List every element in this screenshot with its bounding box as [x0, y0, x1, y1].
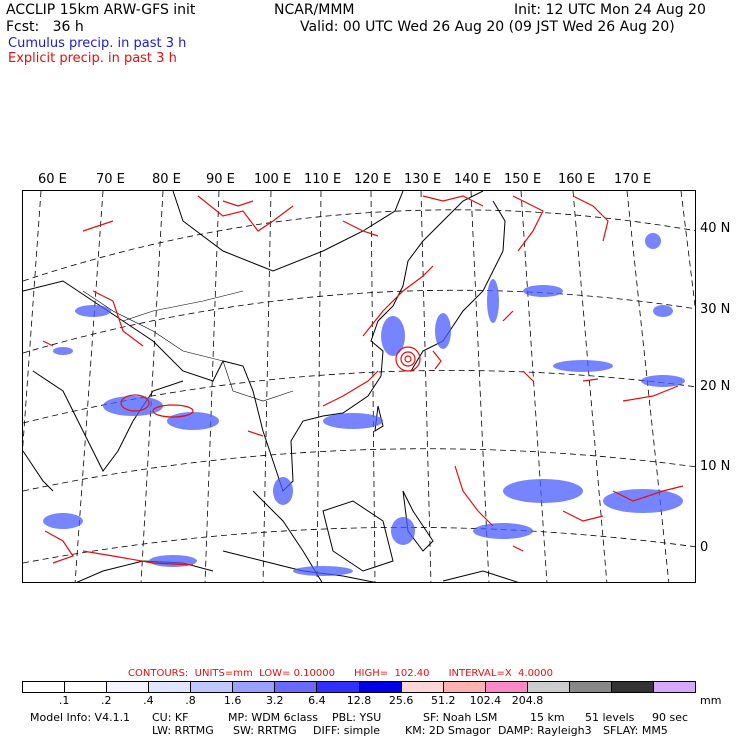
color-bar-swatch [317, 682, 360, 692]
color-bar-tick: .4 [143, 694, 154, 707]
color-bar-swatch [359, 682, 402, 692]
color-bar-tick: 12.8 [346, 694, 372, 707]
sflay-scheme: SFLAY: MM5 [603, 724, 668, 737]
color-bar-tick: .2 [101, 694, 112, 707]
lon-label: 70 E [96, 172, 125, 187]
color-bar-tick: 1.6 [223, 694, 242, 707]
lat-line-10n [23, 448, 695, 492]
explicit-precip [42, 195, 684, 566]
precipitation-map [22, 190, 696, 583]
lon-label: 60 E [38, 172, 67, 187]
color-bar [22, 681, 696, 693]
lat-line-40n [23, 209, 695, 282]
color-bar-tick: 51.2 [431, 694, 456, 707]
color-bar-swatch [275, 682, 318, 692]
lat-line-0 [23, 527, 695, 564]
resolution: 15 km [530, 711, 565, 724]
lon-label: 80 E [152, 172, 181, 187]
color-bar-swatch [23, 682, 66, 692]
sf-scheme: SF: Noah LSM [423, 711, 498, 724]
color-bar-tick: 3.2 [266, 694, 284, 707]
forecast-hour: Fcst: 36 h [6, 19, 84, 35]
color-bar-swatch [107, 682, 150, 692]
lon-label: 130 E [404, 172, 442, 187]
legend-cumulus: Cumulus precip. in past 3 h [8, 36, 187, 51]
lon-label: 150 E [504, 172, 542, 187]
lw-scheme: LW: RRTMG [152, 724, 214, 737]
country-borders [82, 290, 294, 402]
color-bar-tick: 204.8 [511, 694, 544, 707]
lon-label: 90 E [206, 172, 235, 187]
color-bar-unit: mm [700, 694, 722, 707]
color-bar-tick: 6.4 [308, 694, 326, 707]
mp-scheme: MP: WDM 6class [228, 711, 318, 724]
contours-info: CONTOURS: UNITS=mm LOW= 0.10000 HIGH= 10… [128, 668, 554, 679]
km-scheme: KM: 2D Smagor [405, 724, 491, 737]
lat-line-30n [23, 289, 695, 354]
lon-label: 140 E [454, 172, 492, 187]
color-bar-swatch [149, 682, 192, 692]
color-bar-tick: .1 [58, 694, 70, 707]
lon-label: 110 E [304, 172, 342, 187]
lon-label: 170 E [614, 172, 652, 187]
color-bar-swatch [653, 682, 695, 692]
levels: 51 levels [585, 711, 635, 724]
color-bar-tick: 25.6 [388, 694, 414, 707]
color-bar-swatch [611, 682, 654, 692]
timestep: 90 sec [652, 711, 689, 724]
color-bar-swatch [65, 682, 108, 692]
latitude-gridlines [23, 209, 695, 564]
color-bar-swatch [569, 682, 612, 692]
pbl-scheme: PBL: YSU [332, 711, 382, 724]
color-bar-swatch [443, 682, 486, 692]
legend-explicit: Explicit precip. in past 3 h [8, 51, 177, 66]
model-version: Model Info: V4.1.1 [30, 711, 131, 724]
init-time: Init: 12 UTC Mon 24 Aug 20 [514, 2, 706, 18]
lat-label: 30 N [700, 302, 731, 317]
lon-label: 100 E [254, 172, 292, 187]
color-bar-swatch [527, 682, 570, 692]
org-label: NCAR/MMM [274, 2, 355, 18]
cumulus-precip [43, 233, 685, 576]
cu-scheme: CU: KF [152, 711, 189, 724]
diff-scheme: DIFF: simple [313, 724, 381, 737]
longitude-gridlines [23, 191, 695, 582]
map-canvas [23, 191, 695, 582]
sw-scheme: SW: RRTMG [233, 724, 297, 737]
color-bar-swatch [485, 682, 528, 692]
lat-line-20n [23, 370, 695, 424]
color-bar-tick: 102.4 [469, 694, 502, 707]
color-bar-tick: .8 [185, 694, 196, 707]
valid-time: Valid: 00 UTC Wed 26 Aug 20 (09 JST Wed … [300, 19, 675, 35]
lat-label: 40 N [700, 221, 731, 236]
color-bar-swatch [233, 682, 276, 692]
lat-label: 0 [700, 540, 709, 555]
color-bar-swatch [191, 682, 234, 692]
damp-scheme: DAMP: Rayleigh3 [498, 724, 592, 737]
lon-label: 160 E [558, 172, 596, 187]
lon-label: 120 E [354, 172, 392, 187]
model-title: ACCLIP 15km ARW-GFS init [6, 2, 196, 18]
lat-label: 20 N [700, 379, 731, 394]
lat-label: 10 N [700, 459, 731, 474]
color-bar-swatch [401, 682, 444, 692]
coastlines [23, 191, 519, 582]
